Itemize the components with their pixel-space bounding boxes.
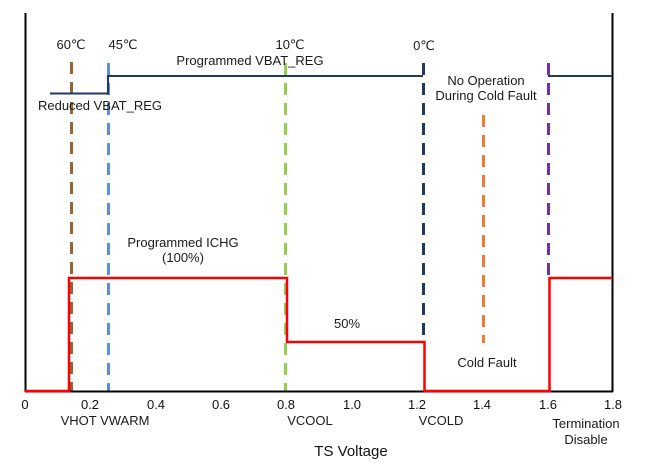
termination-line1: Termination — [552, 416, 620, 431]
temp-60c-label: 60℃ — [56, 37, 86, 52]
cold-fault-label: Cold Fault — [457, 355, 517, 370]
temp-10c-label: 10℃ — [275, 37, 305, 52]
programmed-ichg-line2: (100%) — [162, 250, 204, 265]
programmed-vbat-label: Programmed VBAT_REG — [176, 53, 324, 68]
x-tick-1.0: 1.0 — [342, 397, 362, 412]
reduced-vbat-label: Reduced VBAT_REG — [37, 98, 163, 113]
temp-45c-label: 45℃ — [108, 37, 138, 52]
vcold-label: VCOLD — [418, 413, 464, 428]
x-axis-title: TS Voltage — [314, 443, 388, 460]
x-tick-0.2: 0.2 — [80, 397, 100, 412]
fifty-percent-label: 50% — [333, 316, 361, 331]
x-tick-0: 0 — [21, 397, 29, 412]
ichg-line — [25, 276, 612, 393]
termination-disable-label: Termination Disable — [552, 416, 619, 448]
no-operation-line2: During Cold Fault — [435, 88, 537, 103]
x-tick-0.6: 0.6 — [211, 397, 231, 412]
no-operation-label: No Operation During Cold Fault — [435, 73, 536, 103]
x-tick-1.2: 1.2 — [407, 397, 427, 412]
x-tick-1.8: 1.8 — [603, 397, 623, 412]
x-tick-0.8: 0.8 — [276, 397, 296, 412]
programmed-ichg-line1: Programmed ICHG — [127, 235, 239, 250]
temp-0c-label: 0℃ — [413, 38, 435, 53]
termination-line2: Disable — [564, 432, 608, 447]
x-tick-1.4: 1.4 — [472, 397, 492, 412]
vcool-label: VCOOL — [287, 413, 333, 428]
programmed-ichg-label: Programmed ICHG (100%) — [127, 235, 238, 265]
no-operation-line1: No Operation — [447, 73, 525, 88]
x-tick-0.4: 0.4 — [146, 397, 166, 412]
x-tick-1.6: 1.6 — [538, 397, 558, 412]
vhot-vwarm-label: VHOT VWARM — [60, 413, 150, 428]
vbat-reg-line — [50, 75, 423, 95]
